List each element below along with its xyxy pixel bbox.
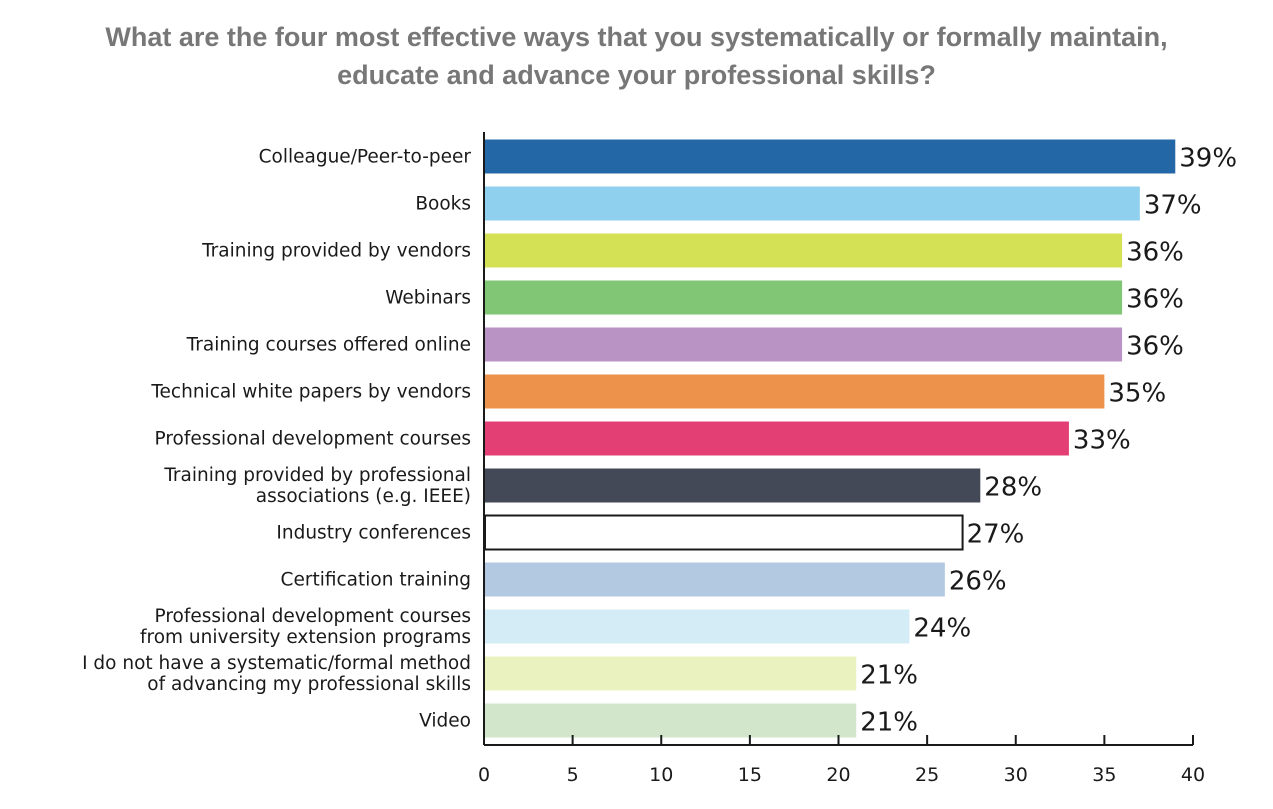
- bar-10: [484, 609, 910, 644]
- chart-title: What are the four most effective ways th…: [0, 18, 1273, 94]
- chart-title-line-2: educate and advance your professional sk…: [337, 60, 936, 90]
- bar-6: [484, 421, 1069, 456]
- category-label: I do not have a systematic/formal method: [82, 653, 471, 674]
- bar-5: [484, 374, 1105, 409]
- bar-7: [484, 468, 981, 503]
- value-label: 24%: [913, 614, 971, 644]
- bar-1: [484, 186, 1140, 221]
- value-label: 27%: [967, 520, 1025, 550]
- chart-title-line-1: What are the four most effective ways th…: [105, 22, 1168, 52]
- category-label: Industry conferences: [276, 523, 471, 544]
- x-tick-label: 15: [738, 764, 762, 786]
- bar-2: [484, 233, 1123, 268]
- bar-11: [484, 656, 857, 691]
- x-tick-label: 10: [649, 764, 673, 786]
- value-label: 21%: [860, 708, 918, 738]
- value-label: 21%: [860, 661, 918, 691]
- value-label: 39%: [1179, 144, 1237, 174]
- category-label: Training provided by professional: [163, 465, 471, 486]
- value-label: 35%: [1108, 379, 1166, 409]
- x-tick-label: 30: [1004, 764, 1028, 786]
- bar-8: [484, 514, 964, 551]
- value-label: 36%: [1126, 332, 1184, 362]
- x-tick-label: 35: [1092, 764, 1116, 786]
- value-label: 36%: [1126, 285, 1184, 315]
- bar-12: [484, 703, 857, 738]
- x-tick-label: 40: [1181, 764, 1205, 786]
- bar-4: [484, 327, 1123, 362]
- value-label: 36%: [1126, 238, 1184, 268]
- x-tick-label: 25: [915, 764, 939, 786]
- category-label: of advancing my professional skills: [147, 674, 471, 695]
- bar-9: [484, 562, 945, 597]
- category-label: Training courses offered online: [186, 335, 471, 356]
- category-label: Books: [415, 194, 471, 215]
- bar-3: [484, 280, 1123, 315]
- bar-0: [484, 139, 1176, 174]
- value-label: 26%: [949, 567, 1007, 597]
- category-label: Professional development courses: [155, 606, 471, 627]
- category-label: Technical white papers by vendors: [150, 382, 471, 403]
- value-label: 37%: [1144, 191, 1202, 221]
- value-label: 33%: [1073, 426, 1131, 456]
- category-label: Certification training: [281, 570, 471, 591]
- category-label: Video: [419, 711, 471, 732]
- value-label: 28%: [984, 473, 1042, 503]
- category-label: Professional development courses: [155, 429, 471, 450]
- x-tick-label: 20: [826, 764, 850, 786]
- category-label: from university extension programs: [140, 627, 471, 648]
- category-label: Webinars: [385, 288, 471, 309]
- category-label: Training provided by vendors: [201, 241, 471, 262]
- x-tick-label: 0: [478, 764, 490, 786]
- category-label: Colleague/Peer-to-peer: [259, 147, 472, 168]
- category-label: associations (e.g. IEEE): [256, 486, 471, 507]
- x-tick-label: 5: [567, 764, 579, 786]
